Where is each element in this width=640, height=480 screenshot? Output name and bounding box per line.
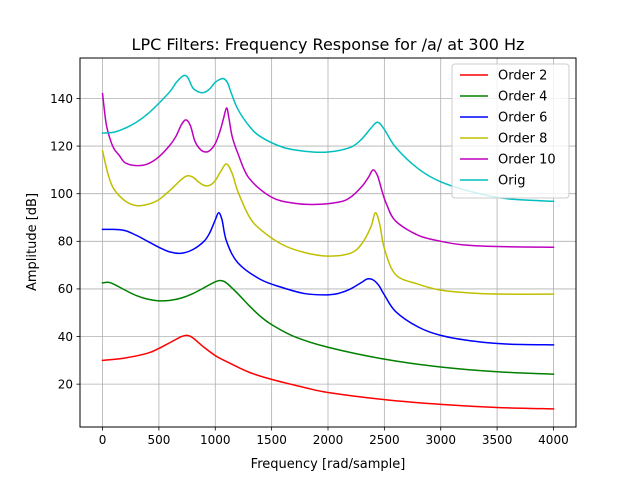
legend-label: Order 4 [498, 90, 547, 105]
x-tick-label: 2500 [369, 433, 400, 447]
chart-title: LPC Filters: Frequency Response for /a/ … [132, 35, 525, 54]
y-tick-label: 20 [58, 377, 73, 391]
series-line-orig [101, 74, 555, 203]
series-line-order-4 [101, 279, 555, 375]
y-tick-label: 120 [50, 139, 73, 153]
x-axis-ticks: 0 500 1000 1500 2000 2500 3000 3500 4000 [99, 427, 569, 447]
series-line-order-8 [101, 149, 555, 295]
x-tick-label: 1500 [256, 433, 287, 447]
series-line-order-6 [101, 211, 555, 346]
y-axis-label: Amplitude [dB] [25, 193, 40, 291]
legend-label: Orig [498, 174, 525, 189]
y-tick-label: 140 [50, 92, 73, 106]
y-tick-label: 80 [58, 235, 73, 249]
y-axis-ticks: 20 40 60 80 100 120 140 [50, 92, 80, 391]
y-tick-label: 40 [58, 330, 73, 344]
legend: Order 2 Order 4 Order 6 Order 8 Order 10 Orig [451, 63, 570, 199]
x-tick-label: 0 [99, 433, 107, 447]
legend-label: Order 2 [498, 69, 547, 84]
legend-label: Order 10 [498, 153, 556, 168]
x-tick-label: 500 [147, 433, 170, 447]
x-tick-label: 1000 [200, 433, 231, 447]
x-tick-label: 3000 [425, 433, 456, 447]
legend-label: Order 8 [498, 132, 547, 147]
y-tick-label: 60 [58, 282, 73, 296]
legend-box [451, 63, 570, 199]
series-line-order-2 [101, 334, 555, 410]
series-line-order-10 [101, 92, 555, 249]
x-tick-label: 2000 [313, 433, 344, 447]
x-tick-label: 4000 [538, 433, 569, 447]
x-axis-label: Frequency [rad/sample] [251, 457, 406, 472]
x-tick-label: 3500 [482, 433, 513, 447]
plot-lines [101, 74, 555, 410]
y-tick-label: 100 [50, 187, 73, 201]
legend-label: Order 6 [498, 111, 547, 126]
